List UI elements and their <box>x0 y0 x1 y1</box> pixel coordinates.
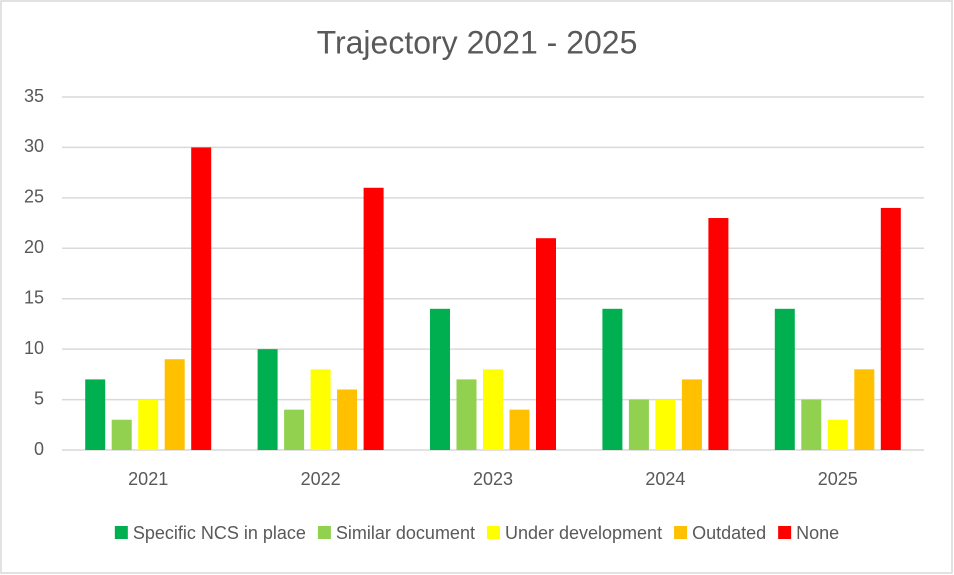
bar <box>536 238 556 450</box>
bar <box>509 409 530 450</box>
legend-swatch <box>114 526 128 539</box>
bar <box>655 399 676 450</box>
legend-swatch <box>317 526 331 539</box>
bar <box>801 399 822 450</box>
bar <box>827 419 848 450</box>
bar <box>363 187 384 450</box>
y-tick-label: 10 <box>24 338 44 358</box>
y-tick-label: 35 <box>24 86 44 106</box>
bar <box>602 308 623 450</box>
y-tick-label: 25 <box>24 187 44 207</box>
legend-swatch <box>674 526 688 539</box>
bar <box>708 218 729 450</box>
bar <box>191 147 212 450</box>
legend-label: Under development <box>505 523 662 543</box>
bar <box>111 419 132 450</box>
bar <box>483 369 503 450</box>
bar <box>85 379 106 450</box>
x-tick-label: 2021 <box>128 469 168 489</box>
y-tick-label: 15 <box>24 287 44 307</box>
legend-label: Specific NCS in place <box>133 523 306 543</box>
bar <box>774 308 795 450</box>
legend-label: Outdated <box>692 523 766 543</box>
bar <box>854 369 875 450</box>
bar <box>310 369 331 450</box>
bar <box>430 308 450 450</box>
y-tick-label: 20 <box>24 237 44 257</box>
legend-swatch <box>778 526 792 539</box>
bar <box>880 207 901 450</box>
chart-title: Trajectory 2021 - 2025 <box>317 24 638 60</box>
bar <box>257 349 278 450</box>
legend-swatch <box>486 526 500 539</box>
bar <box>284 409 305 450</box>
bar <box>681 379 702 450</box>
bar <box>628 399 649 450</box>
bar <box>164 359 185 450</box>
legend-label: None <box>796 523 839 543</box>
bar <box>337 389 358 450</box>
x-tick-label: 2024 <box>645 469 685 489</box>
legend-label: Similar document <box>336 523 475 543</box>
y-tick-label: 5 <box>34 388 44 408</box>
x-tick-label: 2023 <box>473 469 513 489</box>
y-tick-label: 0 <box>34 439 44 459</box>
x-tick-label: 2022 <box>301 469 341 489</box>
x-tick-label: 2025 <box>818 469 858 489</box>
bar <box>456 379 477 450</box>
bar <box>138 399 159 450</box>
y-tick-label: 30 <box>24 136 44 156</box>
